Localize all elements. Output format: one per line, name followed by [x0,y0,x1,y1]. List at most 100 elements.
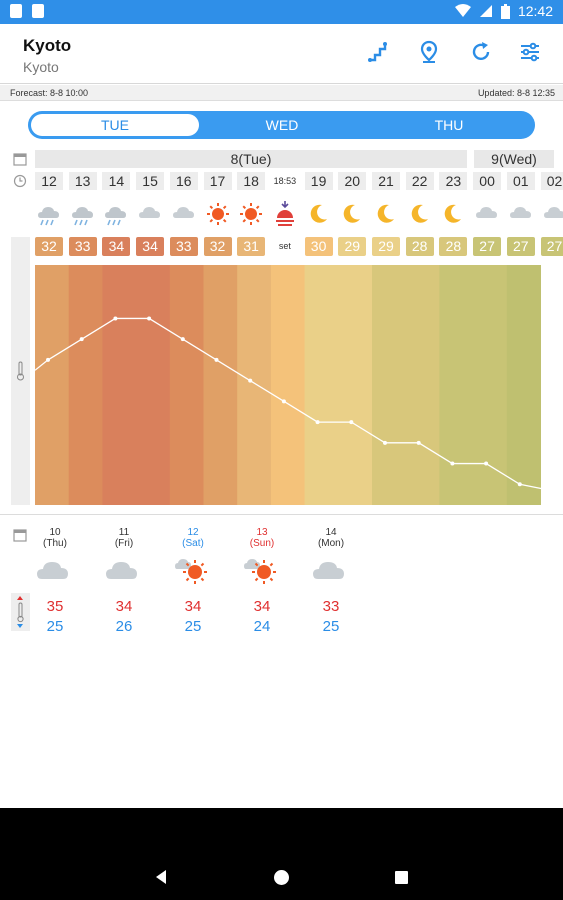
daily-low: 24 [253,618,271,635]
chart-band [405,265,440,505]
temperature-point [214,357,219,362]
sun-icon [204,200,232,228]
daily-weekday: (Mon) [317,538,345,549]
settings-sliders-icon[interactable] [518,40,542,64]
daily-item: 12 (Sat) [168,527,218,590]
temperature-point [450,461,455,466]
temperature-point [281,399,286,404]
hour-label: 18:53 [273,176,297,186]
daily-item: 10 (Thu) [30,527,80,590]
chart-band [506,265,541,505]
section-divider [0,514,563,515]
temperature-point [180,337,185,342]
daily-weekday: (Thu) [43,538,67,549]
hour-label: 12 [35,172,63,190]
daily-weekday: (Sun) [249,538,275,549]
status-bar: 12:42 [0,0,563,24]
temperature-point [113,316,118,321]
hourly-temp: 28 [439,237,468,256]
daily-weekday: (Sat) [182,538,204,549]
home-icon[interactable] [273,869,290,886]
hour-label: 13 [68,172,97,190]
temperature-point [517,482,522,487]
sunset-label: set [278,241,291,251]
chart-band [102,265,137,505]
calendar-icon [13,529,27,542]
temperature-point [248,378,253,383]
hour-label: 17 [203,172,232,190]
day-tabs: TUE WED THU [28,111,535,139]
hilo-side-strip [11,593,30,631]
hour-label: 19 [304,172,333,190]
refresh-icon[interactable] [469,40,493,64]
daily-day: 13 [256,527,268,538]
route-icon[interactable] [366,40,390,64]
chart-band [35,265,70,505]
hourly-temp: 29 [338,237,367,256]
chart-band [169,265,204,505]
daily-high: 34 [253,598,271,615]
recents-icon[interactable] [394,870,409,885]
temperature-point [484,461,489,466]
temperature-point [349,420,354,425]
hour-label: 15 [136,172,165,190]
daily-item: 14 (Mon) [306,527,356,590]
back-icon[interactable] [154,869,168,885]
page-title: Kyoto [23,36,72,55]
hourly-temp: 27 [506,237,535,256]
hour-label: 21 [372,172,400,190]
hourly-temp: 29 [372,237,400,256]
daily-day: 11 [118,527,130,538]
moon-icon [305,200,333,228]
app-bar: Kyoto Kyoto [0,24,563,84]
daily-high: 34 [115,598,133,615]
cloud-icon [136,200,164,228]
daily-day: 12 [187,527,199,538]
clock-icon [13,174,27,188]
sun-cloud-icon [244,559,276,584]
sun-cloud-icon [175,559,207,584]
chart-band [203,265,238,505]
hour-label: 20 [338,172,367,190]
moon-icon [406,200,434,228]
daily-low: 26 [115,618,133,635]
daily-high: 35 [46,598,64,615]
chart-band [439,265,474,505]
rain-cloud-icon [102,200,130,228]
chart-band [136,265,171,505]
hourly-temp: 30 [304,237,333,256]
cloud-icon [541,200,563,228]
cloud-icon [37,562,68,579]
hour-label: 22 [405,172,434,190]
temperature-point [416,440,421,445]
cloud-icon [170,200,198,228]
tab-tue[interactable]: TUE [31,114,199,136]
daily-high: 33 [322,598,340,615]
tab-thu[interactable]: THU [434,117,464,133]
battery-icon [500,3,510,19]
day-header-wed: 9(Wed) [474,150,554,168]
hourly-temp: 33 [68,237,97,256]
temperature-chart-svg [35,265,551,505]
location-pin-icon[interactable] [417,40,441,64]
temperature-point [46,357,50,362]
temperature-point [315,420,320,425]
moon-icon [338,200,366,228]
daily-weekday: (Fri) [114,538,134,549]
chart-band [372,265,407,505]
page-subtitle: Kyoto [23,59,59,75]
sun-icon [237,200,265,228]
chart-band [338,265,373,505]
moon-icon [439,200,467,228]
hourly-temp: 32 [35,237,63,256]
moon-icon [372,200,400,228]
rain-cloud-icon [69,200,97,228]
daily-item: 13 (Sun) [237,527,287,590]
cloud-icon [106,562,137,579]
tab-wed[interactable]: WED [265,117,299,133]
day-header-tue: 8(Tue) [35,150,467,168]
daily-item: 11 (Fri) [99,527,149,590]
temperature-point [79,337,84,342]
rain-cloud-icon [35,200,63,228]
hourly-temp: 31 [237,237,266,256]
